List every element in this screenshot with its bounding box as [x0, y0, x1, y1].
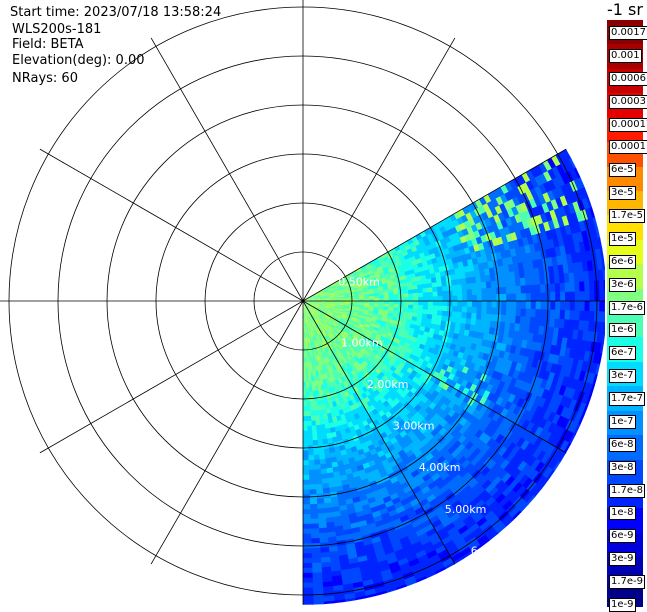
colorbar-tick-label: 1.7e-6 — [609, 301, 645, 315]
colorbar-tick-label: 6e-9 — [609, 529, 636, 543]
range-ring-label: 6 — [471, 544, 478, 557]
instrument-label: WLS200s-181 — [12, 22, 101, 37]
beta-cell — [322, 601, 335, 607]
colorbar-tick-label: 3e-9 — [609, 552, 636, 566]
colorbar-tick-label: 0.0003 — [609, 95, 647, 109]
range-ring-label: 3.00km — [393, 420, 435, 433]
colorbar-tick-label: 0.0006 — [609, 72, 647, 86]
beta-cell — [312, 602, 325, 607]
azimuth-spoke — [40, 301, 303, 453]
colorbar-tick-label: 3e-5 — [609, 186, 636, 200]
colorbar-tick-label: 0.0017 — [609, 26, 647, 40]
range-ring-label: 5.00km — [445, 503, 487, 516]
nrays-label: NRays: 60 — [12, 71, 78, 86]
colorbar: 0.00170.0010.00060.00030.000170.00016e-5… — [607, 20, 643, 606]
azimuth-spoke — [151, 301, 303, 564]
colorbar-tick-label: 1e-5 — [609, 232, 636, 246]
field-label: Field: BETA — [12, 37, 83, 52]
colorbar-tick-label: 1e-9 — [609, 598, 636, 612]
colorbar-tick-label: 0.0001 — [609, 140, 647, 154]
colorbar-tick-label: 1e-7 — [609, 415, 636, 429]
range-ring-label: 4.00km — [419, 461, 461, 474]
elevation-label: Elevation(deg): 0.00 — [12, 53, 145, 68]
colorbar-tick-label: 3e-6 — [609, 278, 636, 292]
colorbar-tick-label: 1.7e-9 — [609, 575, 645, 589]
colorbar-tick-label: 1.7e-8 — [609, 484, 645, 498]
colorbar-tick-label: 1e-8 — [609, 506, 636, 520]
colorbar-title: -1 sr — [607, 0, 643, 19]
range-ring-label: 1.00km — [341, 337, 383, 350]
colorbar-tick-label: 1.7e-7 — [609, 392, 645, 406]
start-time-label: Start time: 2023/07/18 13:58:24 — [10, 5, 221, 20]
colorbar-tick-label: 0.001 — [609, 49, 642, 63]
colorbar-tick-label: 1e-6 — [609, 323, 636, 337]
colorbar-tick-label: 0.00017 — [609, 118, 647, 132]
azimuth-spoke — [151, 38, 303, 301]
colorbar-tick-label: 3e-7 — [609, 369, 636, 383]
azimuth-spoke — [40, 149, 303, 301]
colorbar-tick-label: 3e-8 — [609, 461, 636, 475]
colorbar-tick-label: 6e-8 — [609, 438, 636, 452]
colorbar-tick-label: 1.7e-5 — [609, 209, 645, 223]
ppi-plot: 1.00km 2.00km 3.00km 4.00km 5.00km 6 0.50km — [0, 0, 605, 607]
colorbar-tick-label: 6e-6 — [609, 255, 636, 269]
colorbar-tick-label: 6e-7 — [609, 346, 636, 360]
colorbar-tick-label: 6e-5 — [609, 163, 636, 177]
inner-range-ring-label: 0.50km — [338, 275, 380, 288]
range-ring-label: 2.00km — [367, 378, 409, 391]
